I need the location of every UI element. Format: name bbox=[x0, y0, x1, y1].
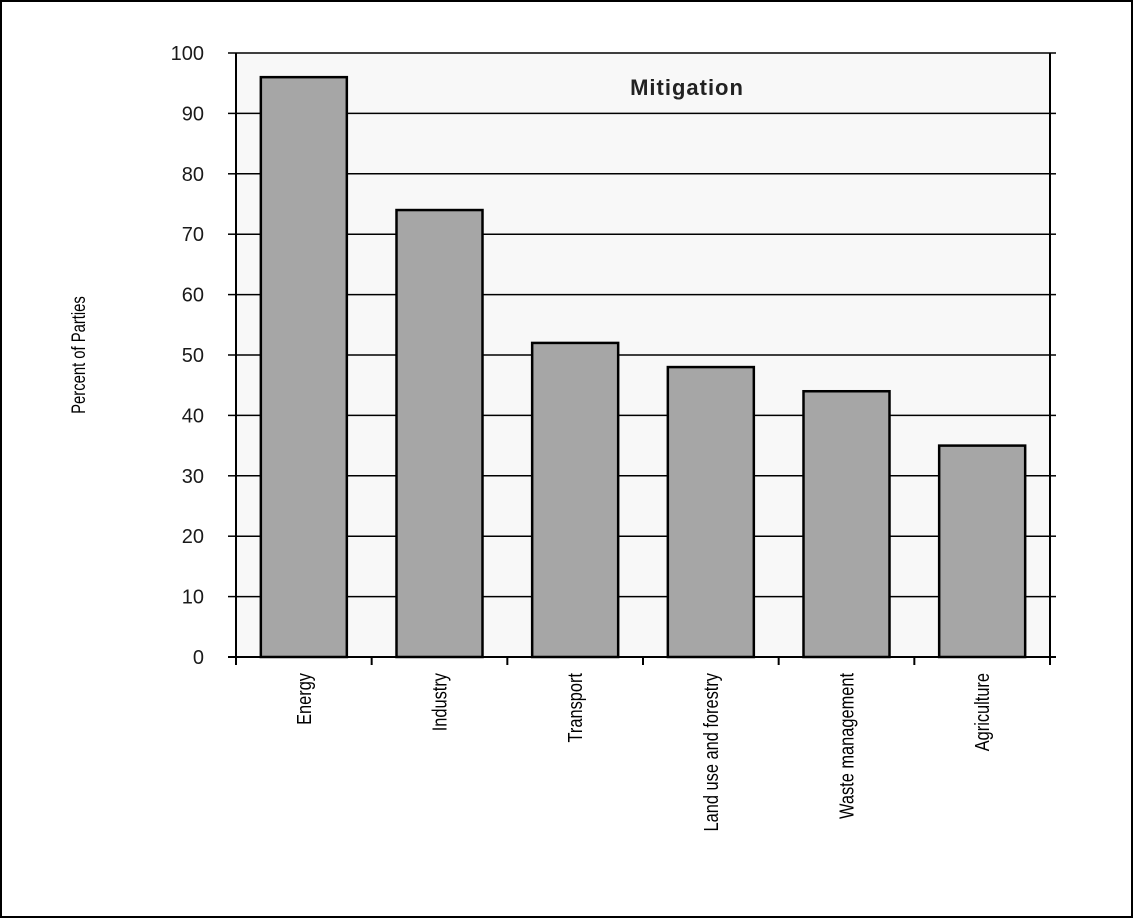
category-label: Waste management bbox=[835, 673, 858, 819]
bar-energy bbox=[259, 75, 349, 659]
category-label: Agriculture bbox=[971, 673, 994, 751]
category-label: Transport bbox=[564, 673, 587, 742]
category-label: Energy bbox=[292, 672, 315, 725]
bar-transport bbox=[530, 341, 620, 659]
y-tick-label: 10 bbox=[182, 587, 204, 609]
y-tick-label: 30 bbox=[182, 466, 204, 488]
y-tick-label: 40 bbox=[182, 405, 204, 427]
y-tick-label: 0 bbox=[193, 647, 204, 669]
category-labels: Energy Industry Transport Land use and fore… bbox=[292, 672, 993, 831]
y-tick-label: 60 bbox=[182, 285, 204, 307]
y-tick-label: 100 bbox=[171, 43, 204, 65]
y-tick-labels: 0 10 20 30 40 50 60 70 80 90 100 bbox=[171, 43, 204, 669]
y-tick-label: 90 bbox=[182, 103, 204, 125]
category-label: Land use and forestry bbox=[699, 672, 722, 831]
y-tick-label: 80 bbox=[182, 164, 204, 186]
bar-agriculture bbox=[937, 444, 1027, 659]
y-tick-label: 70 bbox=[182, 224, 204, 246]
bar-land-use-and-forestry bbox=[666, 365, 756, 659]
bar-industry bbox=[395, 208, 484, 659]
axes bbox=[228, 52, 1056, 665]
gridlines bbox=[236, 52, 1050, 598]
category-label: Industry bbox=[428, 672, 451, 731]
y-axis-label: Percent of Parties bbox=[68, 296, 89, 414]
y-tick-label: 20 bbox=[182, 526, 204, 548]
y-tick-label: 50 bbox=[182, 345, 204, 367]
bars bbox=[259, 75, 1027, 659]
chart-title: Mitigation bbox=[630, 75, 744, 100]
bar-waste-management bbox=[802, 389, 891, 659]
